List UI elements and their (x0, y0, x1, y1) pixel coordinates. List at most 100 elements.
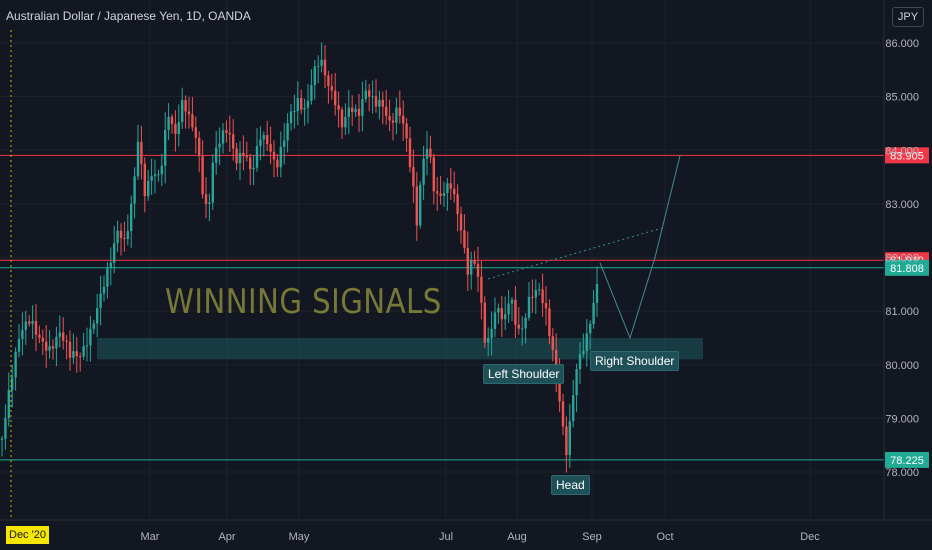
candle-body (276, 159, 279, 168)
candle-body (82, 345, 85, 357)
candle-body (21, 329, 24, 339)
candle-body (72, 351, 75, 358)
y-tick-label: 86.000 (885, 38, 919, 50)
candle-body (38, 334, 41, 338)
candle-body (347, 107, 350, 117)
candle-body (327, 75, 330, 87)
candle-body (453, 188, 456, 195)
candle-body (259, 139, 262, 146)
candle-body (153, 174, 157, 177)
candle-body (204, 194, 208, 204)
candle-body (558, 374, 561, 402)
candle-body (330, 86, 333, 91)
candle-body (473, 259, 476, 264)
candle-body (385, 106, 388, 116)
candle-body (106, 267, 109, 287)
candle-body (174, 124, 177, 134)
candle-body (425, 148, 429, 159)
candle-body (493, 312, 497, 329)
candle-body (544, 303, 548, 309)
candle-body (419, 184, 422, 226)
candle-body (133, 176, 136, 204)
watermark-text: WINNING SIGNALS (165, 282, 442, 322)
candle-body (361, 99, 364, 116)
candle-body (575, 369, 578, 396)
candle-body (41, 337, 44, 342)
candle-body (374, 96, 378, 107)
left-shoulder-label: Left Shoulder (483, 364, 565, 384)
candle-body (143, 163, 146, 197)
candle-body (483, 302, 486, 343)
candle-body (11, 377, 14, 391)
candle-body (289, 111, 293, 124)
candle-body (442, 193, 446, 197)
candle-body (595, 284, 599, 303)
candle-body (252, 167, 255, 170)
x-tick-label: Aug (507, 531, 527, 543)
candle-body (126, 231, 129, 240)
candle-body (211, 162, 214, 203)
candle-body (527, 296, 531, 318)
candle-body (242, 152, 245, 156)
candle-body (221, 130, 225, 144)
candle-body (24, 321, 27, 330)
candle-body (123, 238, 126, 240)
level-badge-label: 83.905 (890, 150, 924, 162)
candle-body (194, 127, 197, 138)
candle-body (184, 99, 187, 112)
candle-body (238, 152, 242, 164)
candle-body (405, 123, 408, 139)
candle-body (313, 66, 316, 86)
candle-body (75, 351, 78, 357)
candle-body (561, 401, 565, 427)
candle-body (130, 203, 133, 232)
candle-body (102, 286, 106, 294)
candle-body (48, 346, 51, 351)
candle-body (514, 299, 517, 325)
level-badge (885, 451, 929, 468)
candle-body (538, 289, 541, 291)
candle-body (351, 107, 354, 113)
candle-body (323, 59, 327, 76)
candle-body (286, 123, 289, 141)
level-badge-label: 81.808 (890, 263, 924, 275)
candle-body (572, 395, 575, 422)
candle-body (568, 421, 571, 456)
candle-body (548, 308, 551, 337)
x-tick-label: Sep (582, 531, 602, 543)
candle-body (109, 262, 112, 268)
candle-body (55, 336, 58, 349)
y-tick-label: 79.000 (885, 413, 919, 425)
y-tick-label: 80.000 (885, 360, 919, 372)
candle-body (272, 151, 276, 160)
candle-body (14, 351, 17, 378)
candle-body (555, 349, 558, 375)
candle-body (463, 230, 466, 248)
candle-body (65, 340, 68, 342)
candle-body (293, 111, 296, 113)
candle-body (504, 314, 507, 320)
level-badge-label: 78.225 (890, 455, 924, 467)
candle-body (0, 438, 4, 440)
candle-body (585, 333, 588, 352)
candle-body (531, 296, 534, 298)
candle-body (415, 186, 418, 226)
candle-body (147, 180, 150, 197)
candle-body (34, 321, 38, 335)
candle-body (99, 293, 102, 309)
candle-body (17, 338, 21, 352)
candle-body (266, 135, 269, 145)
candle-body (136, 141, 140, 177)
candle-body (4, 418, 7, 439)
level-badge (885, 259, 929, 276)
candle-body (201, 156, 204, 195)
candle-body (565, 426, 568, 456)
candle-body (439, 193, 442, 197)
candle-body (456, 194, 459, 214)
y-tick-label: 82.000 (885, 253, 919, 265)
candle-body (170, 116, 174, 125)
time-axis: Mar Apr May Jul Aug Sep Oct Dec (141, 531, 821, 543)
candle-body (500, 308, 503, 320)
currency-button[interactable]: JPY (892, 7, 924, 27)
